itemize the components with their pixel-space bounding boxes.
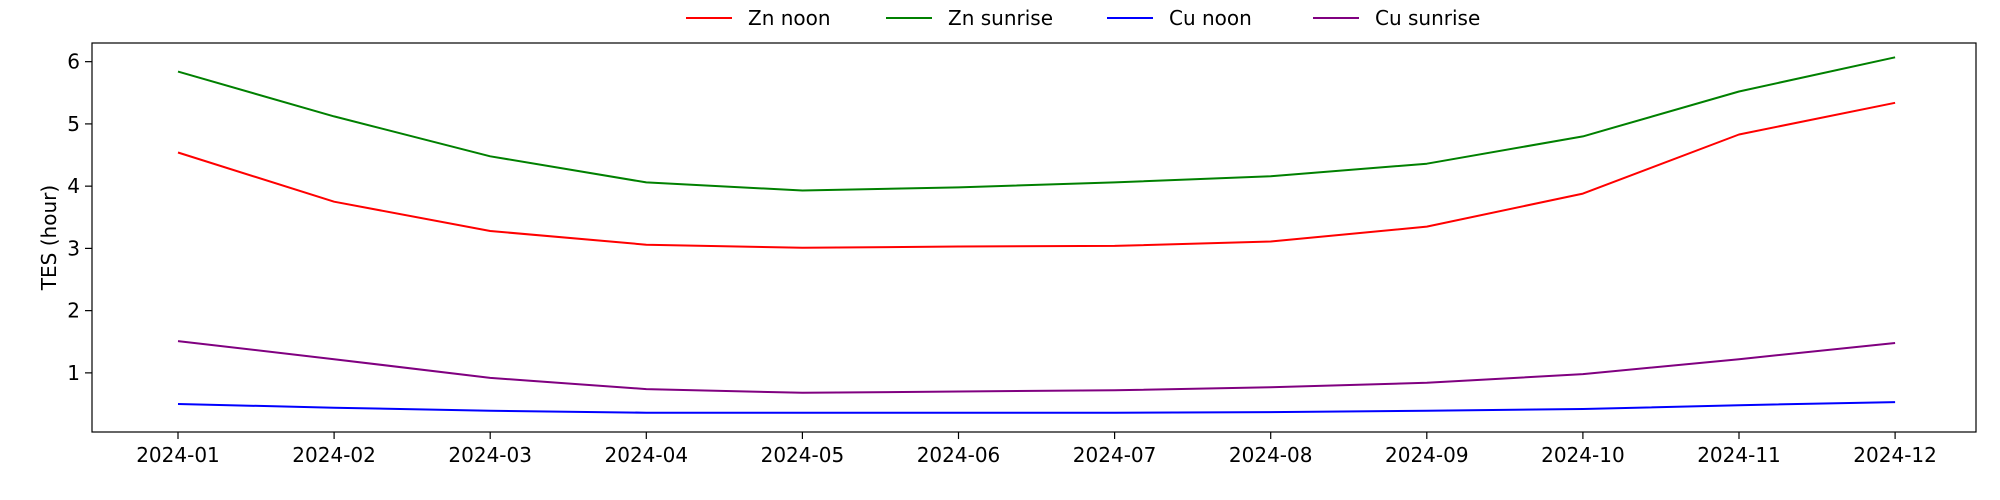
y-tick-label: 5 — [67, 112, 80, 136]
x-tick-label: 2024-03 — [448, 443, 532, 467]
x-tick-label: 2024-08 — [1229, 443, 1313, 467]
y-tick-label: 6 — [67, 50, 80, 74]
y-tick-label: 1 — [67, 361, 80, 385]
y-tick-label: 2 — [67, 299, 80, 323]
legend-label: Cu noon — [1169, 6, 1252, 30]
series-line-cu-noon — [177, 401, 1896, 414]
x-tick-label: 2024-04 — [605, 443, 689, 467]
legend-label: Zn noon — [748, 6, 831, 30]
y-tick-label: 3 — [67, 236, 80, 260]
x-tick-label: 2024-09 — [1385, 443, 1469, 467]
series-lines — [177, 56, 1896, 414]
legend: Zn noon Zn sunrise Cu noon Cu sunrise — [686, 6, 1480, 30]
x-tick-label: 2024-07 — [1073, 443, 1157, 467]
series-line-zn-sunrise — [177, 56, 1896, 192]
y-axis-label: TES (hour) — [37, 185, 61, 291]
y-tick-label: 4 — [67, 174, 80, 198]
series-line-zn-noon — [177, 101, 1896, 249]
y-axis: 1 2 3 4 5 6 — [67, 50, 92, 385]
series-line-cu-sunrise — [177, 340, 1896, 394]
x-tick-label: 2024-06 — [917, 443, 1001, 467]
legend-label: Cu sunrise — [1375, 6, 1480, 30]
x-axis: 2024-01 2024-02 2024-03 2024-04 2024-05 2024-… — [136, 432, 1937, 467]
x-tick-label: 2024-05 — [761, 443, 845, 467]
x-tick-label: 2024-02 — [292, 443, 376, 467]
plot-area-frame — [91, 42, 1977, 433]
legend-label: Zn sunrise — [948, 6, 1053, 30]
x-tick-label: 2024-01 — [136, 443, 220, 467]
x-tick-label: 2024-11 — [1697, 443, 1781, 467]
x-tick-label: 2024-12 — [1853, 443, 1937, 467]
x-tick-label: 2024-10 — [1541, 443, 1625, 467]
